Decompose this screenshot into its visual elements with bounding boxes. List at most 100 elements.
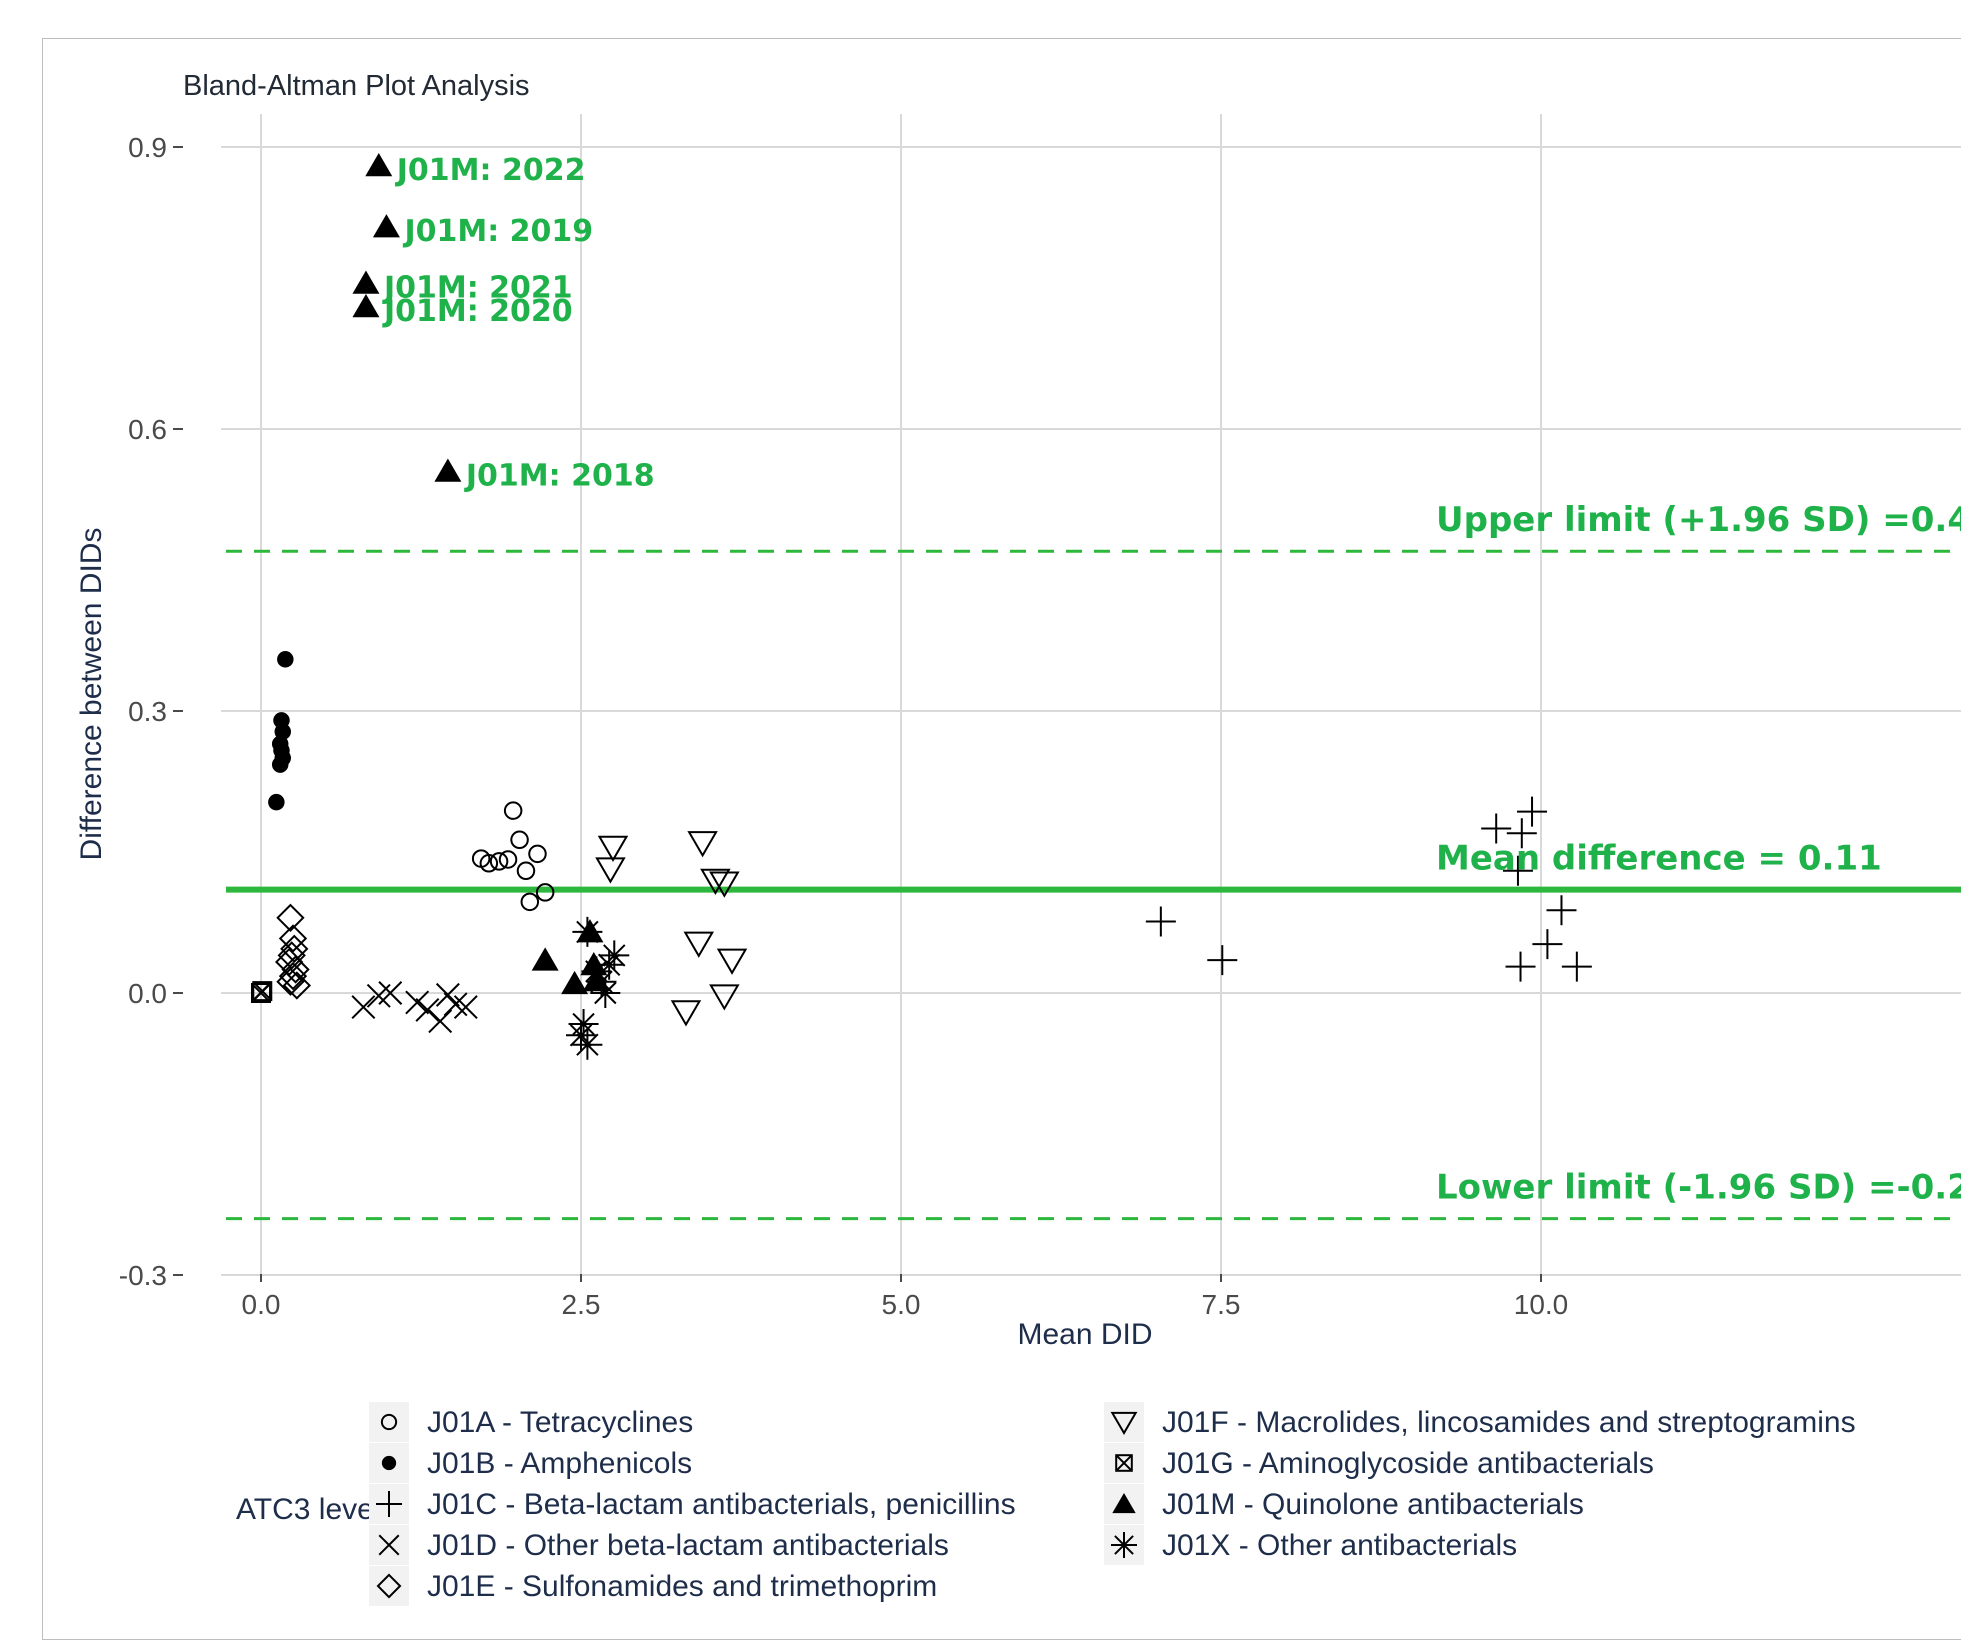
data-point — [572, 1029, 603, 1060]
legend-item: J01E - Sulfonamides and trimethoprim — [369, 1566, 937, 1606]
marker-diamond-open — [280, 934, 309, 963]
data-point — [535, 883, 555, 902]
data-point — [281, 955, 310, 984]
marker-asterisk — [581, 956, 612, 987]
marker-triangle-filled — [1112, 1492, 1136, 1514]
reference-line-label: Mean difference = 0.11 — [1436, 839, 1882, 879]
data-point — [566, 1020, 596, 1051]
data-point — [498, 850, 518, 869]
marker-circle-open — [535, 883, 555, 902]
legend-label: J01G - Aminoglycoside antibacterials — [1162, 1447, 1654, 1480]
marker-square — [251, 983, 271, 1003]
data-point — [1505, 951, 1536, 982]
data-point — [479, 854, 499, 873]
data-point — [1145, 906, 1176, 937]
reference-line-label: Upper limit (+1.96 SD) =0.47 — [1436, 500, 1961, 540]
legend-label: J01F - Macrolides, lincosamides and stre… — [1162, 1406, 1856, 1439]
data-point — [1502, 855, 1533, 886]
data-point — [282, 971, 312, 1000]
legend-item: J01F - Macrolides, lincosamides and stre… — [1104, 1402, 1856, 1442]
data-point — [252, 981, 273, 1002]
marker-asterisk — [599, 940, 630, 971]
data-point — [581, 956, 612, 987]
marker-square-cross-lines — [252, 981, 272, 1001]
marker-plus — [1481, 813, 1512, 844]
data-point — [594, 949, 625, 980]
legend-item: J01M - Quinolone antibacterials — [1104, 1484, 1584, 1524]
marker-triangle-down-open — [670, 1000, 702, 1027]
series-j01g — [251, 981, 273, 1003]
legend-item: J01G - Aminoglycoside antibacterials — [1104, 1443, 1654, 1483]
data-point — [716, 948, 748, 975]
data-point — [595, 857, 626, 884]
data-point — [489, 852, 509, 871]
marker-circle-open — [489, 852, 509, 871]
marker-plus — [1546, 895, 1577, 926]
x-tick-label: 10.0 — [1514, 1289, 1569, 1320]
marker-triangle-down-open — [716, 948, 748, 975]
legend-item: J01X - Other antibacterials — [1104, 1525, 1517, 1565]
marker-circle-filled — [277, 651, 294, 668]
marker-plus — [376, 1491, 402, 1517]
reference-line-labels: Upper limit (+1.96 SD) =0.47 Mean differe… — [1436, 500, 1961, 1207]
marker-cross — [453, 995, 478, 1020]
x-tick-label: 2.5 — [562, 1289, 601, 1320]
data-point — [352, 294, 380, 318]
data-point — [278, 924, 308, 953]
marker-triangle-filled — [365, 153, 393, 177]
data-point — [372, 214, 400, 238]
marker-asterisk — [566, 1020, 596, 1051]
marker-triangle-down-open — [700, 868, 731, 895]
data-point — [405, 990, 430, 1015]
data-point — [415, 997, 440, 1022]
legend-key-bg — [1104, 1402, 1144, 1442]
data-point — [277, 651, 294, 668]
marker-diamond-open — [277, 941, 306, 970]
marker-triangle-filled — [531, 947, 559, 971]
legend-label: J01M - Quinolone antibacterials — [1162, 1488, 1584, 1521]
data-point — [1481, 813, 1512, 844]
marker-plus — [1532, 929, 1563, 960]
marker-circle-open — [479, 854, 499, 873]
data-point — [528, 844, 547, 864]
point-annotation: J01M: 2020 — [382, 294, 573, 329]
y-tick-label: -0.3 — [119, 1260, 167, 1291]
data-point — [700, 868, 731, 895]
data-point — [520, 892, 540, 912]
data-point — [516, 861, 536, 881]
data-point — [271, 756, 289, 773]
data-point — [709, 871, 740, 898]
marker-diamond-open — [376, 1573, 402, 1599]
data-points — [251, 153, 1592, 1060]
y-tick-label: 0.9 — [128, 132, 167, 163]
x-tick-label: 0.0 — [242, 1289, 281, 1320]
data-point — [365, 153, 393, 177]
reference-lines — [226, 549, 1961, 1221]
marker-triangle-down-open — [595, 857, 626, 884]
legend-label: J01B - Amphenicols — [427, 1447, 692, 1480]
data-point — [531, 947, 559, 971]
data-point — [434, 458, 462, 482]
marker-triangle-filled — [372, 214, 400, 238]
marker-plus — [1502, 855, 1533, 886]
data-point — [443, 992, 468, 1017]
point-annotation: J01M: 2022 — [395, 153, 586, 188]
marker-diamond-open — [276, 903, 305, 932]
legend-label: J01C - Beta-lactam antibacterials, penic… — [427, 1488, 1016, 1521]
marker-triangle-filled — [561, 970, 589, 995]
marker-asterisk — [572, 916, 603, 947]
data-point — [599, 940, 630, 971]
marker-cross — [378, 981, 403, 1005]
data-point — [277, 941, 306, 970]
marker-triangle-filled — [434, 458, 462, 482]
y-tick-label: 0.3 — [128, 696, 167, 727]
data-point — [1561, 951, 1592, 982]
marker-triangle-down-open — [1110, 1411, 1138, 1436]
marker-square-cross-lines — [1115, 1454, 1133, 1472]
marker-triangle-down-open — [687, 831, 718, 858]
legend-label: J01X - Other antibacterials — [1162, 1529, 1517, 1562]
data-point — [568, 1009, 599, 1040]
marker-square — [1115, 1454, 1133, 1472]
data-point — [280, 934, 309, 963]
